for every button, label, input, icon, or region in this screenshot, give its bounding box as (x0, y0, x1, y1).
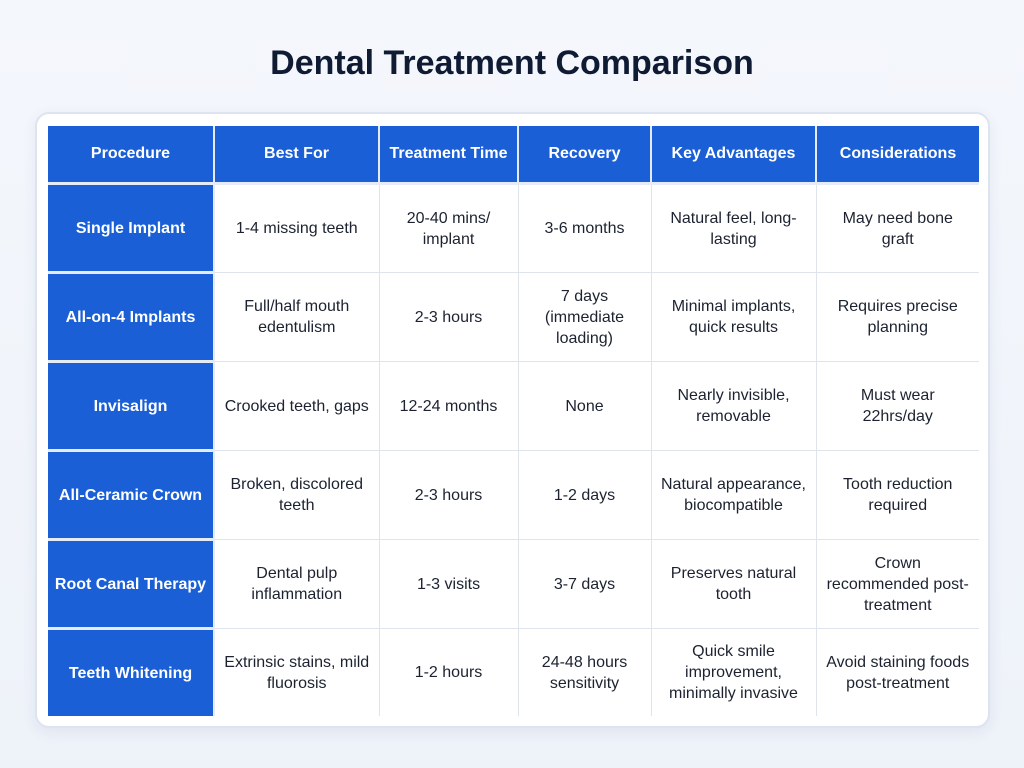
procedure-cell: Invisalign (48, 361, 215, 452)
table-cell: 1-3 visits (379, 539, 519, 629)
table-cell: Full/half mouth edentulism (214, 272, 380, 362)
procedure-cell: All-on-4 Implants (48, 272, 215, 363)
procedure-cell: Root Canal Therapy (48, 539, 215, 630)
table-cell: Must wear 22hrs/day (816, 361, 979, 451)
table-row: Root Canal Therapy Dental pulp inflammati… (48, 539, 979, 630)
table-cell: Requires precise planning (816, 272, 979, 362)
table-cell: 20-40 mins/ implant (379, 183, 519, 273)
table-cell: 7 days (immediate loading) (518, 272, 652, 362)
table-cell: Natural feel, long-lasting (651, 183, 817, 273)
comparison-table: Procedure Best For Treatment Time Recovery K… (48, 126, 979, 716)
table-row: All-Ceramic Crown Broken, discolored teet… (48, 450, 979, 541)
procedure-cell: Single Implant (48, 183, 215, 274)
table-cell: May need bone graft (816, 183, 979, 273)
table-cell: Quick smile improvement, minimally invas… (651, 628, 817, 716)
column-header: Procedure (48, 126, 215, 185)
procedure-cell: Teeth Whitening (48, 628, 215, 716)
table-cell: 12-24 months (379, 361, 519, 451)
table-row: Invisalign Crooked teeth, gaps 12-24 month… (48, 361, 979, 452)
table-cell: Natural appearance, biocompatible (651, 450, 817, 540)
table-cell: Crown recommended post-treatment (816, 539, 979, 629)
table-cell: Minimal implants, quick results (651, 272, 817, 362)
column-header: Best For (214, 126, 380, 185)
table-cell: Dental pulp inflammation (214, 539, 380, 629)
column-header: Key Advantages (651, 126, 817, 185)
table-row: Teeth Whitening Extrinsic stains, mild fl… (48, 628, 979, 716)
table-row: Single Implant 1-4 missing teeth 20-40 min… (48, 183, 979, 274)
table-row: All-on-4 Implants Full/half mouth edentul… (48, 272, 979, 363)
column-header: Recovery (518, 126, 652, 185)
table-card: Procedure Best For Treatment Time Recovery K… (35, 112, 990, 728)
header-row: Procedure Best For Treatment Time Recovery K… (48, 126, 979, 185)
table-cell: None (518, 361, 652, 451)
page-title: Dental Treatment Comparison (270, 44, 754, 82)
table-cell: Nearly invisible, removable (651, 361, 817, 451)
table-cell: Avoid staining foods post-treatment (826, 653, 970, 692)
table-cell: 3-7 days (518, 539, 652, 629)
table-cell: 1-2 hours (379, 628, 519, 716)
table-cell: Broken, discolored teeth (214, 450, 380, 540)
table-cell: Crooked teeth, gaps (214, 361, 380, 451)
column-header: Treatment Time (379, 126, 519, 185)
table-cell: 24-48 hours sensitivity (518, 628, 652, 716)
table-cell: 3-6 months (518, 183, 652, 273)
column-header: Considerations (816, 126, 979, 185)
table-cell: 1-2 days (518, 450, 652, 540)
table-cell: 1-4 missing teeth (214, 183, 380, 273)
table-cell: 2-3 hours (379, 450, 519, 540)
procedure-cell: All-Ceramic Crown (48, 450, 215, 541)
table-cell: Extrinsic stains, mild fluorosis (214, 628, 380, 716)
table-body: Single Implant 1-4 missing teeth 20-40 min… (48, 183, 979, 716)
table-cell: Tooth reduction required (816, 450, 979, 540)
table-cell: Preserves natural tooth (651, 539, 817, 629)
table-cell: 2-3 hours (379, 272, 519, 362)
